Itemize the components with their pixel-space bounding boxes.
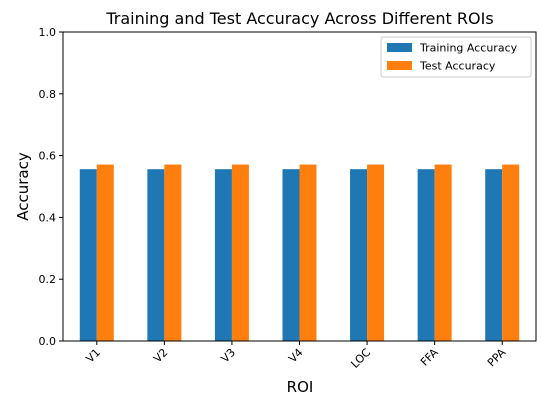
x-tick-label-v3: V3: [219, 346, 238, 365]
legend: Training Accuracy Test Accuracy: [380, 36, 532, 78]
legend-label-test: Test Accuracy: [419, 60, 496, 73]
bar-training-v2: [147, 169, 165, 341]
x-tick-label-loc: LOC: [348, 346, 373, 371]
bar-test-v4: [299, 164, 317, 341]
y-tick-label: 0.2: [39, 273, 57, 286]
bar-training-v3: [214, 169, 232, 341]
y-tick-label: 1.0: [39, 26, 57, 39]
bar-training-ppa: [485, 169, 503, 341]
legend-box: [380, 36, 532, 78]
bar-training-v1: [79, 169, 97, 341]
legend-label-training: Training Accuracy: [419, 42, 518, 55]
x-tick-label-v4: V4: [286, 346, 305, 365]
legend-swatch-test: [387, 61, 412, 70]
legend-swatch-training: [387, 43, 412, 52]
bar-test-v1: [96, 164, 114, 341]
bars-group: [79, 164, 520, 341]
y-tick-label: 0.8: [39, 88, 57, 101]
bar-training-v4: [282, 169, 300, 341]
chart-title: Training and Test Accuracy Across Differ…: [105, 9, 493, 28]
bar-training-ffa: [417, 169, 435, 341]
x-axis-label: ROI: [287, 378, 314, 396]
x-tick-label-ppa: PPA: [485, 346, 509, 370]
x-tick-label-v1: V1: [83, 346, 102, 365]
bar-test-ppa: [502, 164, 520, 341]
bar-test-v3: [231, 164, 249, 341]
y-axis-label: Accuracy: [14, 152, 32, 221]
bar-test-v2: [164, 164, 182, 341]
y-tick-label: 0.6: [39, 150, 57, 163]
bar-test-ffa: [434, 164, 452, 341]
bar-training-loc: [350, 169, 368, 341]
y-tick-label: 0.4: [39, 211, 57, 224]
x-tick-label-v2: V2: [151, 346, 170, 365]
x-tick-label-ffa: FFA: [418, 346, 441, 369]
y-axis: 0.0 0.2 0.4 0.6 0.8 1.0: [39, 26, 63, 348]
bar-test-loc: [367, 164, 385, 341]
y-tick-label: 0.0: [39, 335, 57, 348]
x-axis: V1 V2 V3 V4 LOC FFA PPA: [83, 341, 509, 371]
